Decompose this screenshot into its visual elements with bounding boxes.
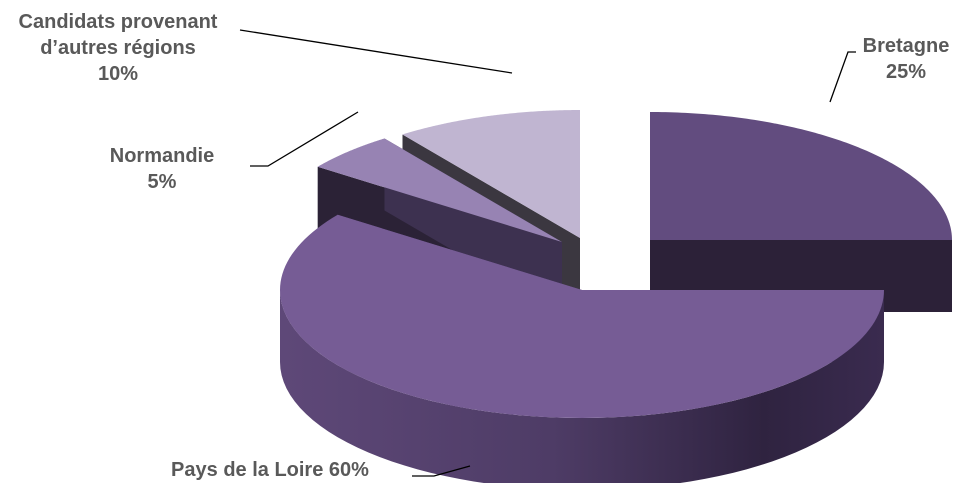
label-pays: Pays de la Loire 60% bbox=[171, 459, 471, 481]
slice-bretagne-top bbox=[650, 112, 952, 240]
pie-labels: Candidats provenant d’autres régions 10% No… bbox=[19, 11, 950, 481]
label-normandie-line-1: 5% bbox=[148, 171, 177, 193]
label-bretagne: Bretagne 25% bbox=[829, 35, 950, 103]
label-autres-line-0: Candidats provenant bbox=[19, 11, 218, 33]
slice-normandie-top bbox=[317, 138, 562, 242]
label-pays-line-0: Pays de la Loire 60% bbox=[171, 459, 369, 481]
leader-line-bretagne bbox=[829, 51, 856, 103]
pie-slices bbox=[280, 110, 952, 483]
slice-pays-top bbox=[280, 214, 884, 418]
leader-line-normandie bbox=[250, 111, 359, 167]
label-autres-line-2: 10% bbox=[98, 63, 138, 85]
label-bretagne-line-1: 25% bbox=[886, 61, 926, 83]
label-normandie-line-0: Normandie bbox=[110, 145, 214, 167]
slice-pays bbox=[280, 214, 884, 483]
slice-pays-outer-wall bbox=[280, 290, 884, 483]
label-normandie: Normandie 5% bbox=[110, 111, 359, 193]
slice-autres-top bbox=[402, 110, 580, 238]
label-autres-line-1: d’autres régions bbox=[40, 37, 196, 59]
leader-line-pays bbox=[412, 465, 471, 477]
label-bretagne-line-0: Bretagne bbox=[863, 35, 950, 57]
leader-line-autres bbox=[239, 29, 513, 74]
label-autres: Candidats provenant d’autres régions 10% bbox=[19, 11, 513, 85]
slice-bretagne bbox=[650, 112, 952, 312]
